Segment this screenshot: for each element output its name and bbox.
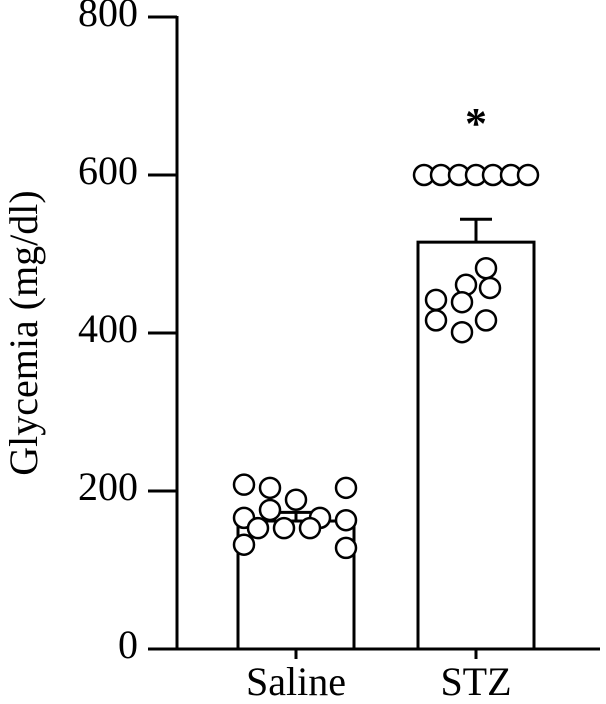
y-tick-label: 600 [78, 148, 138, 193]
data-point [258, 476, 282, 500]
error-bar [280, 510, 312, 522]
data-point [450, 290, 474, 314]
significance-label: * [465, 99, 487, 148]
data-point [246, 516, 270, 540]
data-point [424, 309, 448, 332]
y-tick-label: 800 [78, 0, 138, 35]
data-point [516, 163, 540, 187]
data-point [258, 498, 282, 522]
y-tick-label: 200 [78, 464, 138, 509]
bar [416, 240, 536, 651]
data-point [272, 516, 296, 540]
data-point [334, 476, 358, 500]
x-tick-label: Saline [246, 659, 346, 704]
x-tick-label: STZ [440, 659, 511, 704]
data-point [474, 256, 498, 280]
data-point [232, 533, 256, 556]
bar [236, 519, 356, 651]
error-bar [460, 217, 492, 243]
data-point [284, 488, 308, 511]
data-point [334, 508, 358, 532]
data-point [232, 473, 256, 496]
data-point [298, 516, 322, 540]
y-tick-label: 0 [118, 622, 138, 667]
data-point [424, 288, 448, 312]
data-point [474, 309, 498, 332]
y-axis-label: Glycemia (mg/dl) [1, 190, 46, 475]
y-tick-label: 400 [78, 306, 138, 351]
data-point [334, 536, 358, 560]
data-point [450, 320, 474, 344]
data-point [478, 276, 502, 300]
